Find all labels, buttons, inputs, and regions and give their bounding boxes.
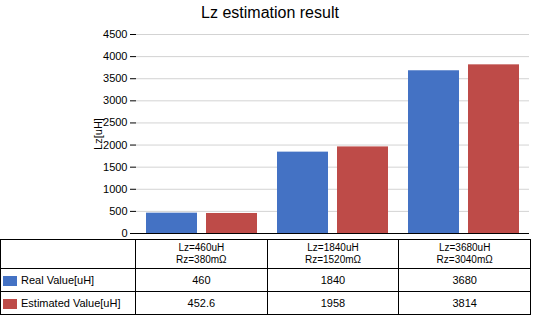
svg-text:0: 0 [121, 227, 127, 237]
svg-text:2500: 2500 [103, 116, 127, 128]
svg-text:1000: 1000 [103, 183, 127, 195]
html-text:3814: 3814 [452, 297, 477, 309]
html-text:Lz estimation result: Lz estimation result [201, 4, 339, 21]
svg-text:4000: 4000 [103, 50, 127, 62]
html-text:3680: 3680 [452, 274, 477, 286]
svg-text:500: 500 [109, 205, 127, 217]
svg-text:2000: 2000 [103, 139, 127, 151]
html-text:Real Value[uH]: Real Value[uH] [21, 274, 95, 286]
html-text:Estimated Value[uH]: Estimated Value[uH] [21, 297, 121, 309]
svg-text:3000: 3000 [103, 94, 127, 106]
html-text:1958: 1958 [320, 297, 346, 309]
html-text:Lz=1840uH Rz=1520mΩ: Lz=1840uH Rz=1520mΩ [304, 242, 361, 265]
html-text:452.6: 452.6 [187, 297, 216, 309]
svg-text:1500: 1500 [103, 161, 127, 173]
html-text:460: 460 [192, 274, 211, 286]
html-text:Lz=3680uH Rz=3040mΩ: Lz=3680uH Rz=3040mΩ [436, 242, 493, 265]
svg-text:4500: 4500 [103, 28, 127, 40]
html-text:1840: 1840 [320, 274, 346, 286]
svg-text:Lz[uH]: Lz[uH] [92, 118, 104, 150]
svg-text:3500: 3500 [103, 72, 127, 84]
html-text:Lz=460uH Rz=380mΩ: Lz=460uH Rz=380mΩ [176, 242, 227, 265]
